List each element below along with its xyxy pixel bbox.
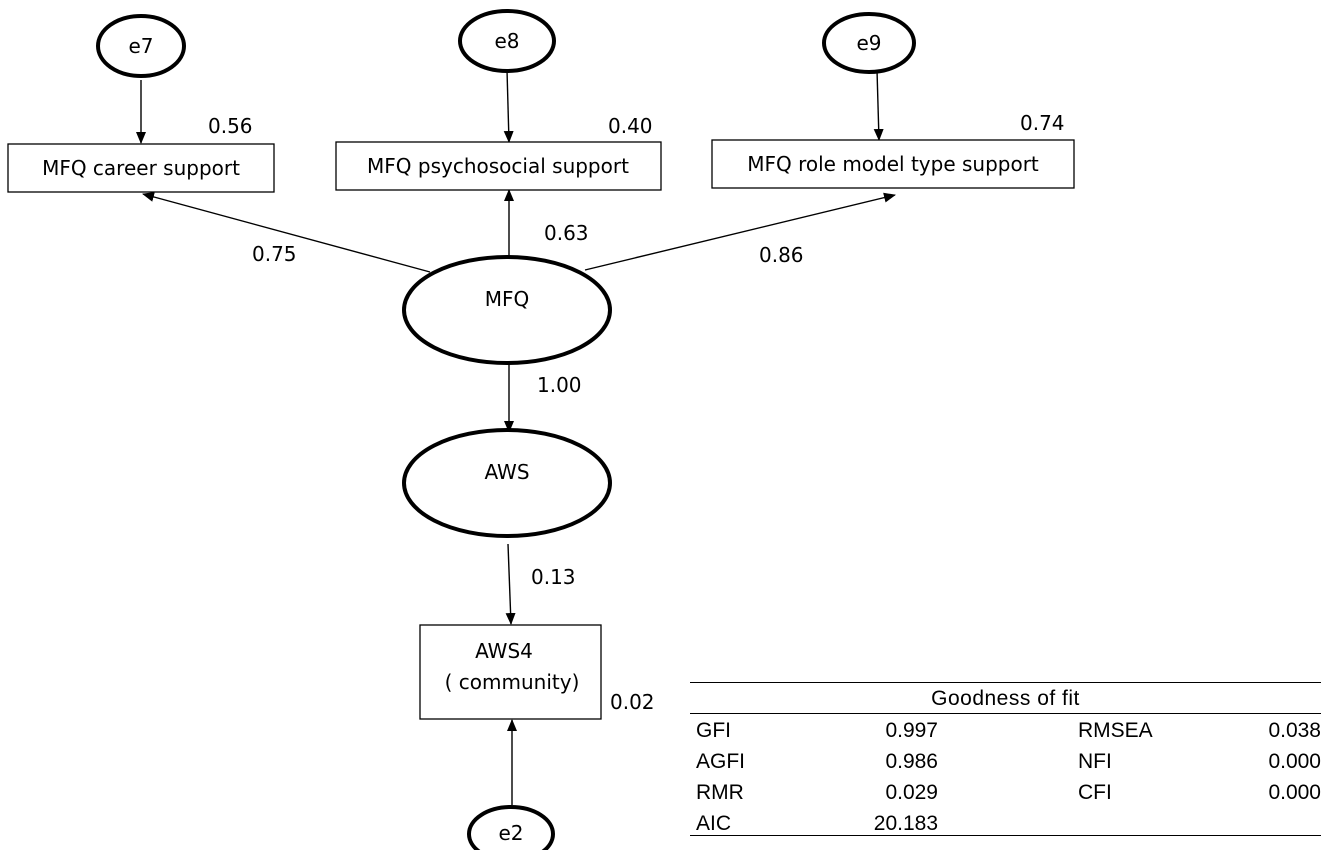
fit-value: 0.986 xyxy=(885,750,938,773)
fit-value: 0.029 xyxy=(885,781,938,804)
fit-value: 0.000 xyxy=(1268,750,1321,773)
observed-node-career-support: MFQ career support xyxy=(7,143,275,193)
path-mfq-aws-label: 1.00 xyxy=(537,373,582,397)
fit-label: AIC xyxy=(696,812,732,835)
svg-text:( community): ( community) xyxy=(445,670,580,694)
path-mfq-role-model-label: 0.86 xyxy=(759,243,804,267)
svg-text:MFQ role model type support: MFQ role model type support xyxy=(747,152,1039,176)
fit-table-row: RMR 0.029 CFI 0.000 xyxy=(690,776,1321,807)
fit-label: NFI xyxy=(1078,750,1112,773)
svg-text:AWS: AWS xyxy=(484,460,529,484)
edge-e9-role-model xyxy=(873,69,884,141)
fit-label: RMSEA xyxy=(1078,719,1153,742)
path-mfq-career-label: 0.75 xyxy=(252,242,297,266)
path-aws-aws4-label: 0.13 xyxy=(531,565,576,589)
observed-node-aws4-community: AWS4 ( community) xyxy=(419,624,602,720)
fit-label: AGFI xyxy=(696,750,746,773)
r2-role-model-label: 0.74 xyxy=(1020,111,1065,135)
fit-label: GFI xyxy=(696,719,731,742)
error-node-e7: e7 xyxy=(96,14,186,78)
r2-psychosocial-label: 0.40 xyxy=(608,114,653,138)
fit-table-row: AIC 20.183 xyxy=(690,807,1321,836)
error-node-e2: e2 xyxy=(467,805,555,850)
svg-text:e9: e9 xyxy=(856,31,881,55)
fit-label xyxy=(938,807,1218,835)
fit-label: RMR xyxy=(696,781,744,804)
goodness-of-fit-table: Goodness of fit GFI 0.997 RMSEA 0.038 AG… xyxy=(690,682,1321,836)
svg-text:MFQ career support: MFQ career support xyxy=(42,156,240,180)
latent-node-mfq: MFQ xyxy=(402,255,612,365)
edge-mfq-role-model xyxy=(584,192,896,271)
latent-node-aws: AWS xyxy=(402,428,612,538)
svg-text:e2: e2 xyxy=(498,821,523,845)
fit-value: 20.183 xyxy=(873,812,938,835)
fit-value xyxy=(1218,807,1321,835)
svg-text:AWS4: AWS4 xyxy=(475,639,533,663)
edge-e8-psychosocial xyxy=(503,69,514,143)
fit-value: 0.038 xyxy=(1268,719,1321,742)
fit-label: CFI xyxy=(1078,781,1112,804)
error-node-e9: e9 xyxy=(822,12,916,74)
error-node-e8: e8 xyxy=(458,9,556,73)
path-mfq-psychosocial-label: 0.63 xyxy=(544,221,589,245)
fit-value: 0.997 xyxy=(885,719,938,742)
svg-text:e8: e8 xyxy=(494,29,519,53)
observed-node-role-model-support: MFQ role model type support xyxy=(711,139,1075,189)
fit-table-caption: Goodness of fit xyxy=(690,682,1321,714)
fit-table-row: GFI 0.997 RMSEA 0.038 xyxy=(690,714,1321,745)
edge-aws-aws4 xyxy=(505,543,516,625)
svg-text:MFQ: MFQ xyxy=(485,287,530,311)
svg-text:e7: e7 xyxy=(128,34,153,58)
fit-value: 0.000 xyxy=(1268,781,1321,804)
observed-node-psychosocial-support: MFQ psychosocial support xyxy=(335,141,662,191)
svg-text:MFQ psychosocial support: MFQ psychosocial support xyxy=(367,154,629,178)
edge-mfq-career xyxy=(142,192,431,273)
r2-career-label: 0.56 xyxy=(208,114,253,138)
r2-aws4-label: 0.02 xyxy=(610,690,655,714)
fit-table-row: AGFI 0.986 NFI 0.000 xyxy=(690,745,1321,776)
